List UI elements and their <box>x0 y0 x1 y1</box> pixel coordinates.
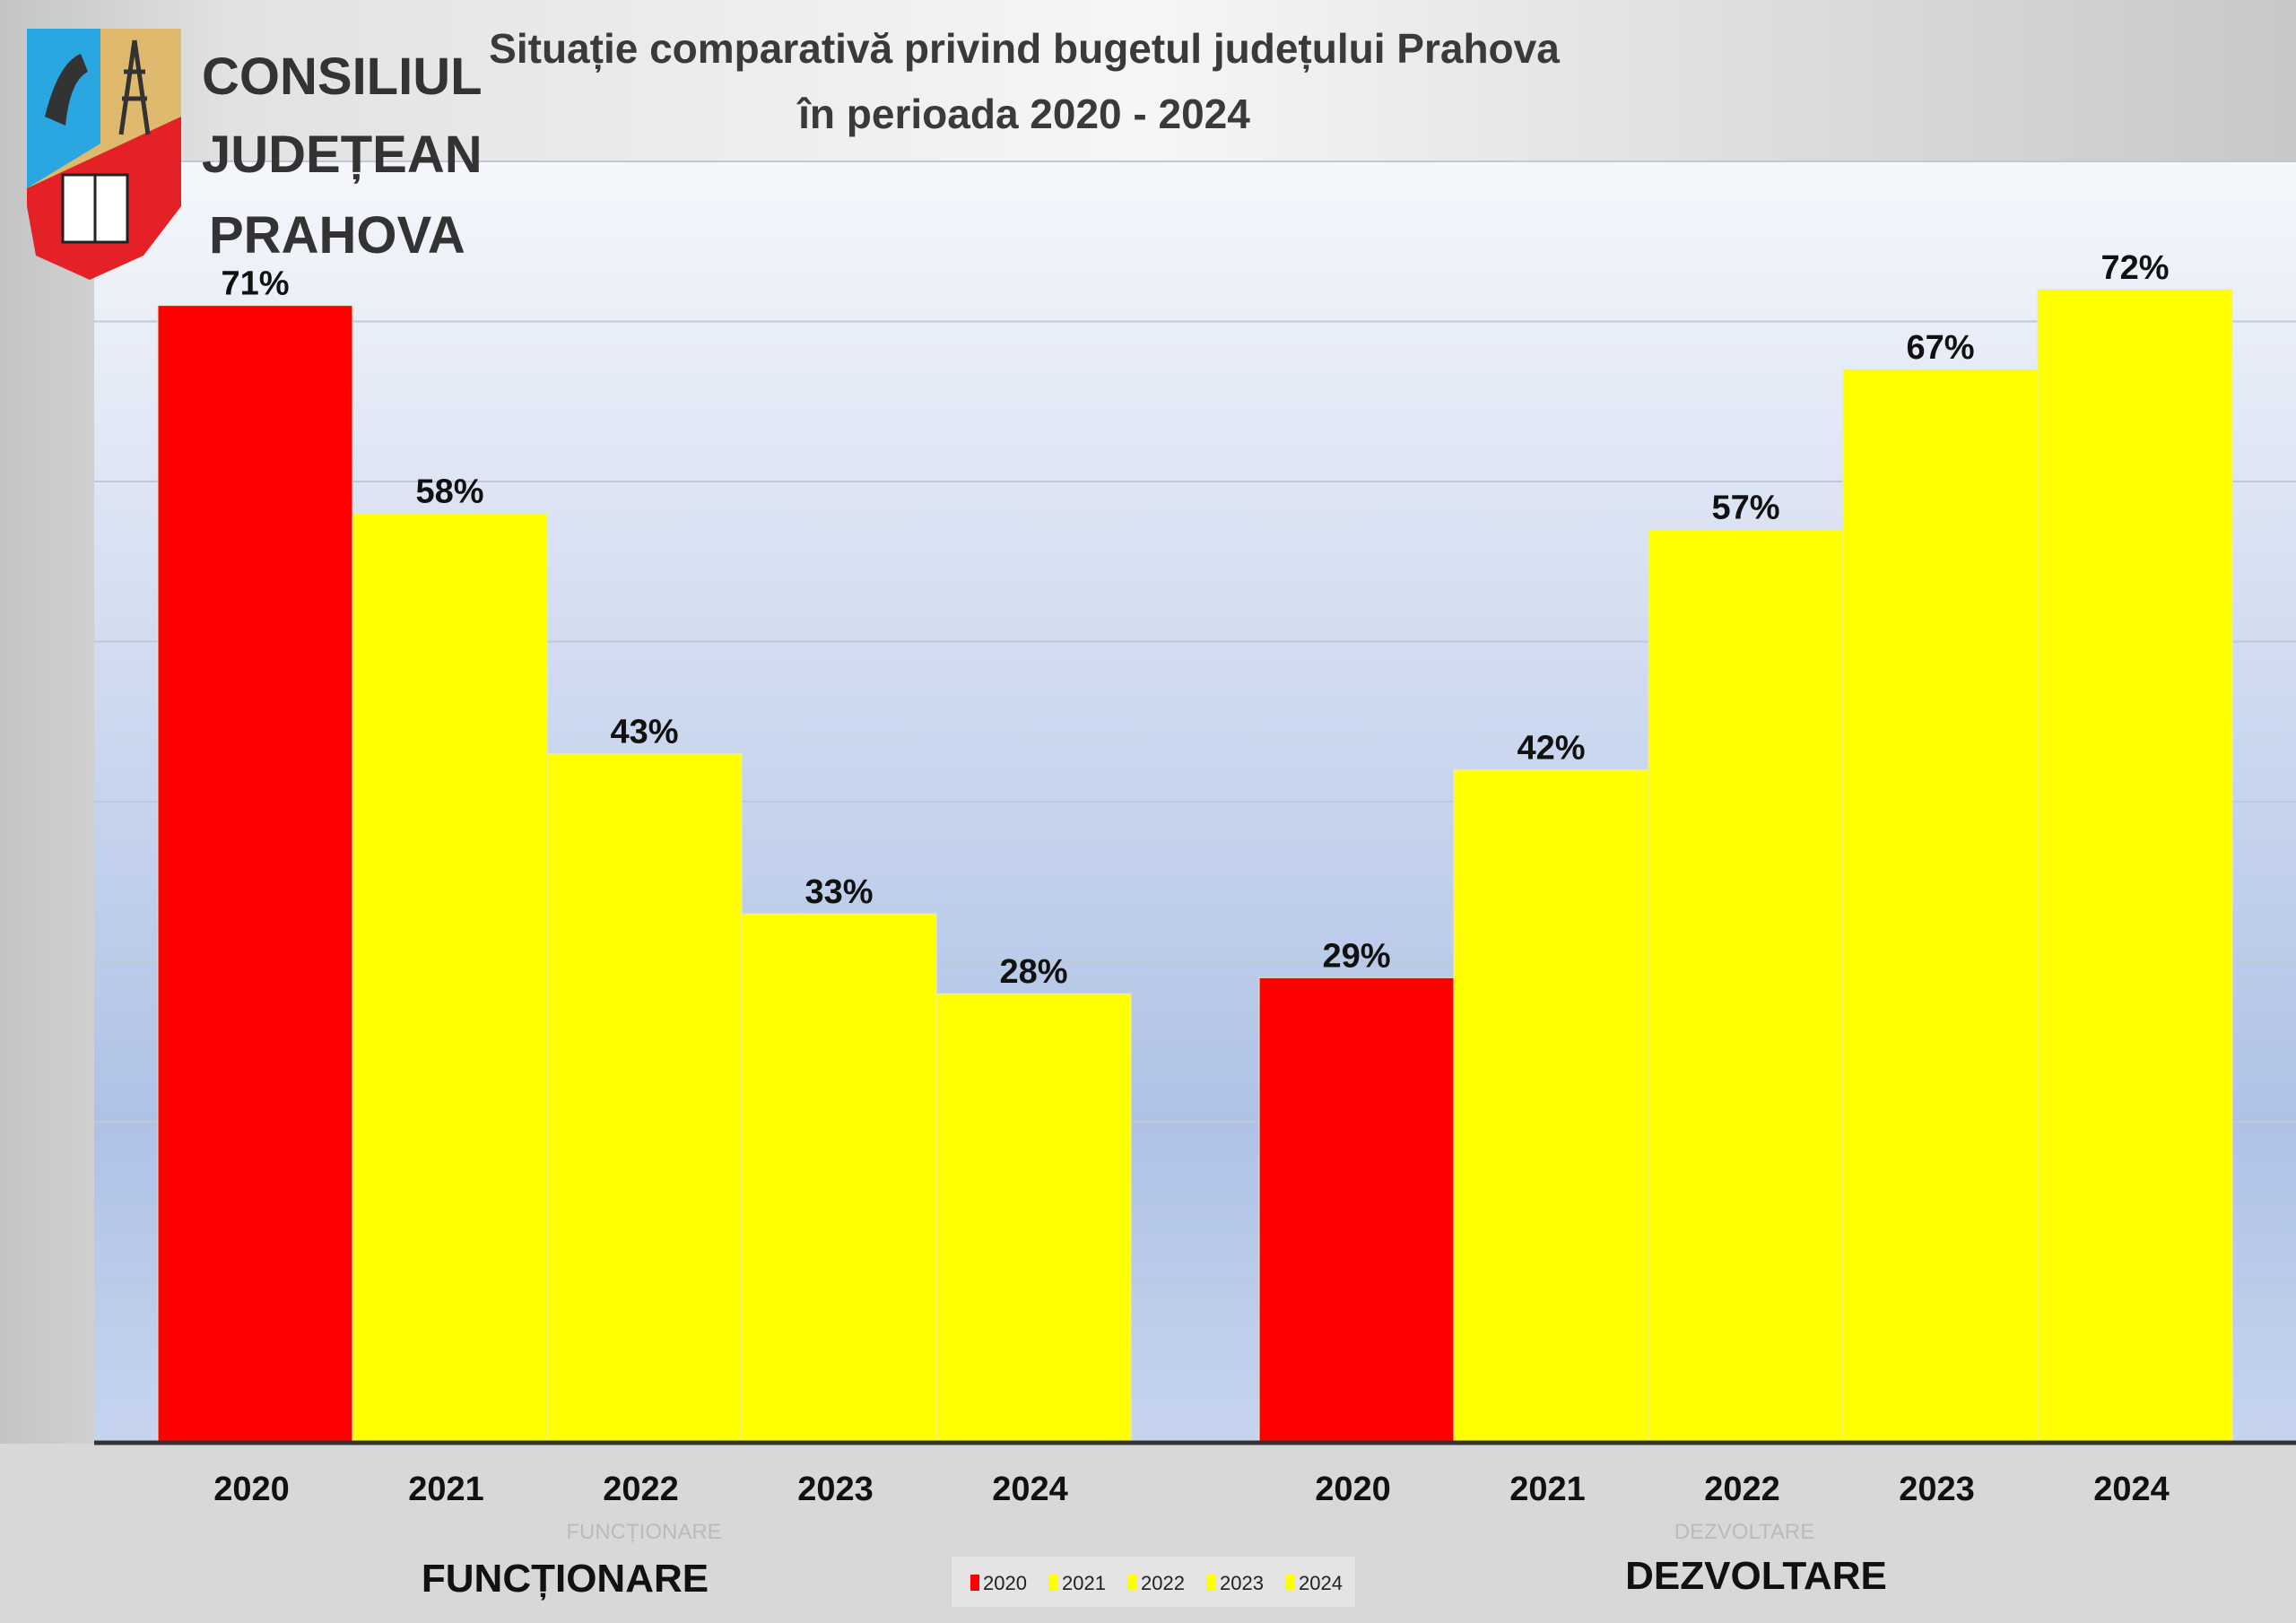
logo-line-3: PRAHOVA <box>209 206 465 265</box>
legend-swatch <box>1207 1575 1216 1591</box>
data-label: 28% <box>999 953 1067 991</box>
legend-entry: 2020 <box>983 1572 1027 1594</box>
chart-title-line-1: Situație comparativă privind bugetul jud… <box>489 25 1560 73</box>
prahova-coat-of-arms-icon <box>27 29 181 280</box>
legend-entry: 2023 <box>1220 1572 1264 1594</box>
bars <box>157 289 2233 1443</box>
data-label: 58% <box>415 473 483 511</box>
bar-dezvoltare-2023 <box>1842 369 2039 1443</box>
ghost-group-label-1: FUNCȚIONARE <box>566 1520 721 1544</box>
data-label: 33% <box>804 873 873 911</box>
ghost-group-label-2: DEZVOLTARE <box>1674 1520 1814 1544</box>
x-tick-label: 2024 <box>2093 1471 2170 1508</box>
data-label: 72% <box>2100 249 2169 287</box>
legend-entry: 2024 <box>1299 1572 1343 1594</box>
x-tick-label: 2022 <box>603 1471 679 1508</box>
data-label: 67% <box>1906 329 1974 367</box>
x-tick-label: 2022 <box>1704 1471 1780 1508</box>
bar-funcționare-2022 <box>546 752 743 1443</box>
legend-swatch <box>1049 1575 1058 1591</box>
legend-swatch <box>1286 1575 1295 1591</box>
bar-dezvoltare-2022 <box>1648 529 1844 1443</box>
x-tick-label: 2020 <box>213 1471 290 1508</box>
data-label: 57% <box>1711 490 1779 527</box>
bar-funcționare-2023 <box>741 913 937 1443</box>
x-tick-label: 2023 <box>797 1471 874 1508</box>
legend-entry: 2021 <box>1062 1572 1106 1594</box>
legend-swatch <box>970 1575 979 1591</box>
bar-funcționare-2024 <box>935 993 1132 1443</box>
group-label-dezvoltare: DEZVOLTARE <box>1625 1554 1887 1598</box>
logo: CONSILIUL JUDEȚEAN PRAHOVA <box>27 29 483 280</box>
group-label-functionare: FUNCȚIONARE <box>422 1557 709 1601</box>
chart-title-line-2: în perioada 2020 - 2024 <box>796 91 1250 137</box>
bar-funcționare-2020 <box>157 305 353 1443</box>
data-label: 71% <box>221 265 289 303</box>
x-tick-label: 2024 <box>992 1471 1068 1508</box>
x-tick-label: 2021 <box>1509 1471 1586 1508</box>
bar-dezvoltare-2021 <box>1453 768 1649 1443</box>
logo-line-1: CONSILIUL <box>202 48 483 106</box>
x-tick-label: 2021 <box>408 1471 484 1508</box>
bar-funcționare-2021 <box>352 513 548 1443</box>
legend-swatch <box>1128 1575 1137 1591</box>
data-label: 43% <box>610 713 678 751</box>
x-tick-label: 2020 <box>1315 1471 1391 1508</box>
bar-dezvoltare-2020 <box>1258 976 1455 1443</box>
data-label: 29% <box>1322 937 1390 975</box>
logo-line-2: JUDEȚEAN <box>202 126 483 184</box>
legend-entry: 2022 <box>1141 1572 1185 1594</box>
legend: 2020 2021 2022 2023 2024 <box>952 1557 1355 1607</box>
x-tick-label: 2023 <box>1899 1471 1975 1508</box>
data-label: 42% <box>1517 729 1585 767</box>
bar-dezvoltare-2024 <box>2037 289 2233 1443</box>
